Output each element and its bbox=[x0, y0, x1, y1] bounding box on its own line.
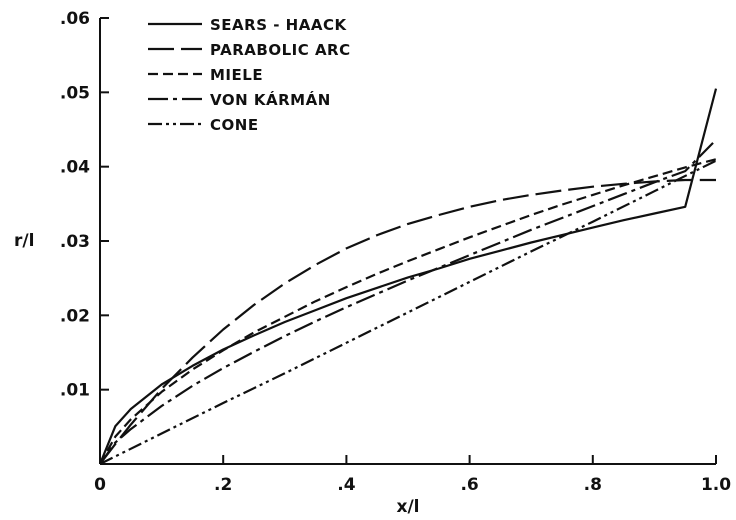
series-group bbox=[98, 88, 718, 465]
y-tick-label: .04 bbox=[60, 158, 90, 178]
y-tick-label: .02 bbox=[60, 306, 90, 326]
x-tick-label: .2 bbox=[214, 475, 232, 495]
y-tick-label: .05 bbox=[60, 83, 90, 103]
axes bbox=[99, 18, 716, 465]
series-line bbox=[98, 88, 718, 465]
series-line bbox=[99, 178, 716, 465]
x-tick-label: 1.0 bbox=[701, 475, 731, 495]
y-tick-label: .03 bbox=[60, 232, 90, 252]
x-tick-label: 0 bbox=[94, 475, 106, 495]
x-tick-label: .8 bbox=[584, 475, 602, 495]
series-line bbox=[99, 158, 717, 465]
series-line bbox=[99, 159, 717, 465]
legend: SEARS - HAACK PARABOLIC ARC MIELE VON KÁRMÁ… bbox=[148, 16, 351, 134]
legend-label: SEARS - HAACK bbox=[210, 16, 347, 34]
legend-label: CONE bbox=[210, 116, 259, 134]
series-line bbox=[99, 139, 717, 465]
y-tick-label: .01 bbox=[60, 381, 90, 401]
legend-label: PARABOLIC ARC bbox=[210, 41, 351, 59]
y-axis-label: r/l bbox=[14, 231, 34, 251]
x-tick-label: .4 bbox=[337, 475, 355, 495]
legend-label: VON KÁRMÁN bbox=[210, 90, 331, 109]
x-axis-label: x/l bbox=[396, 497, 419, 517]
x-ticks: 0 .2 .4 .6 .8 1.0 bbox=[94, 455, 731, 495]
y-ticks: .01 .02 .03 .04 .05 .06 bbox=[60, 9, 109, 401]
y-tick-label: .06 bbox=[60, 9, 90, 29]
legend-label: MIELE bbox=[210, 66, 263, 84]
x-tick-label: .6 bbox=[460, 475, 478, 495]
